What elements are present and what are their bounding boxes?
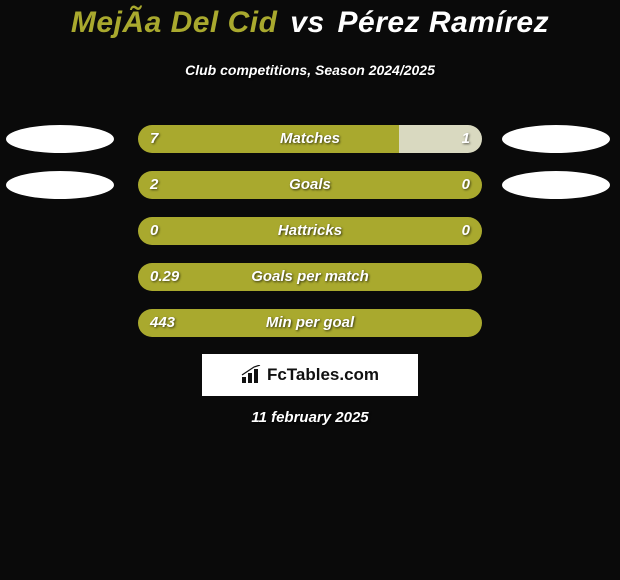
player-right-name: Pérez Ramírez xyxy=(338,6,550,39)
comparison-card: MejÃ­a Del Cid vs Pérez Ramírez Club com… xyxy=(0,0,620,580)
accent-ellipse-left xyxy=(6,125,114,153)
subtitle: Club competitions, Season 2024/2025 xyxy=(0,62,620,78)
vs-text: vs xyxy=(290,6,324,39)
date: 11 february 2025 xyxy=(0,409,620,426)
accent-ellipse-right xyxy=(502,171,610,199)
logo: FcTables.com xyxy=(241,365,379,385)
stat-row: 0.29Goals per match xyxy=(0,256,620,302)
stat-label: Goals per match xyxy=(138,263,482,291)
player-left-name: MejÃ­a Del Cid xyxy=(71,6,278,39)
stat-row: 00Hattricks xyxy=(0,210,620,256)
stat-label: Min per goal xyxy=(138,309,482,337)
stat-label: Hattricks xyxy=(138,217,482,245)
logo-box: FcTables.com xyxy=(202,354,418,396)
stat-rows: 71Matches20Goals00Hattricks0.29Goals per… xyxy=(0,118,620,348)
stat-row: 443Min per goal xyxy=(0,302,620,348)
stat-label: Matches xyxy=(138,125,482,153)
stat-label: Goals xyxy=(138,171,482,199)
stat-row: 20Goals xyxy=(0,164,620,210)
bar-chart-icon xyxy=(241,365,263,385)
accent-ellipse-left xyxy=(6,171,114,199)
accent-ellipse-right xyxy=(502,125,610,153)
logo-text: FcTables.com xyxy=(267,365,379,385)
page-title: MejÃ­a Del Cid vs Pérez Ramírez xyxy=(0,6,620,40)
stat-row: 71Matches xyxy=(0,118,620,164)
